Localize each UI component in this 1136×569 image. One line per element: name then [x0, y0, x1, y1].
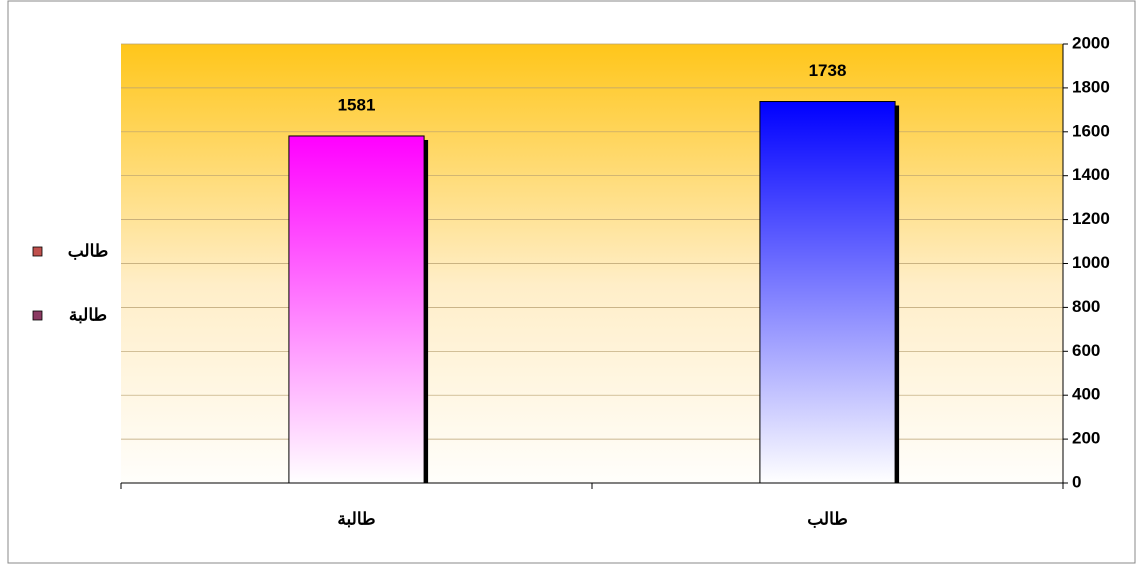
legend-label: طالب [68, 241, 109, 260]
y-tick-label: 1600 [1072, 121, 1110, 140]
x-tick-label: طالبة [337, 509, 375, 528]
y-tick-label: 2000 [1072, 33, 1110, 52]
legend-swatch [32, 310, 43, 321]
y-tick-label: 1400 [1072, 165, 1110, 184]
bar [288, 135, 425, 484]
legend-label: طالبة [69, 305, 107, 324]
y-tick-label: 800 [1072, 297, 1100, 316]
y-tick-label: 200 [1072, 429, 1100, 448]
y-tick-label: 1800 [1072, 77, 1110, 96]
data-label: 1738 [809, 61, 847, 80]
legend-swatch [32, 246, 43, 257]
y-tick-label: 1000 [1072, 253, 1110, 272]
y-tick-label: 0 [1072, 472, 1081, 491]
y-tick-label: 600 [1072, 341, 1100, 360]
bar [759, 101, 896, 484]
y-tick-label: 400 [1072, 385, 1100, 404]
x-tick-label: طالب [807, 509, 848, 528]
data-label: 1581 [338, 95, 376, 114]
y-tick-label: 1200 [1072, 209, 1110, 228]
